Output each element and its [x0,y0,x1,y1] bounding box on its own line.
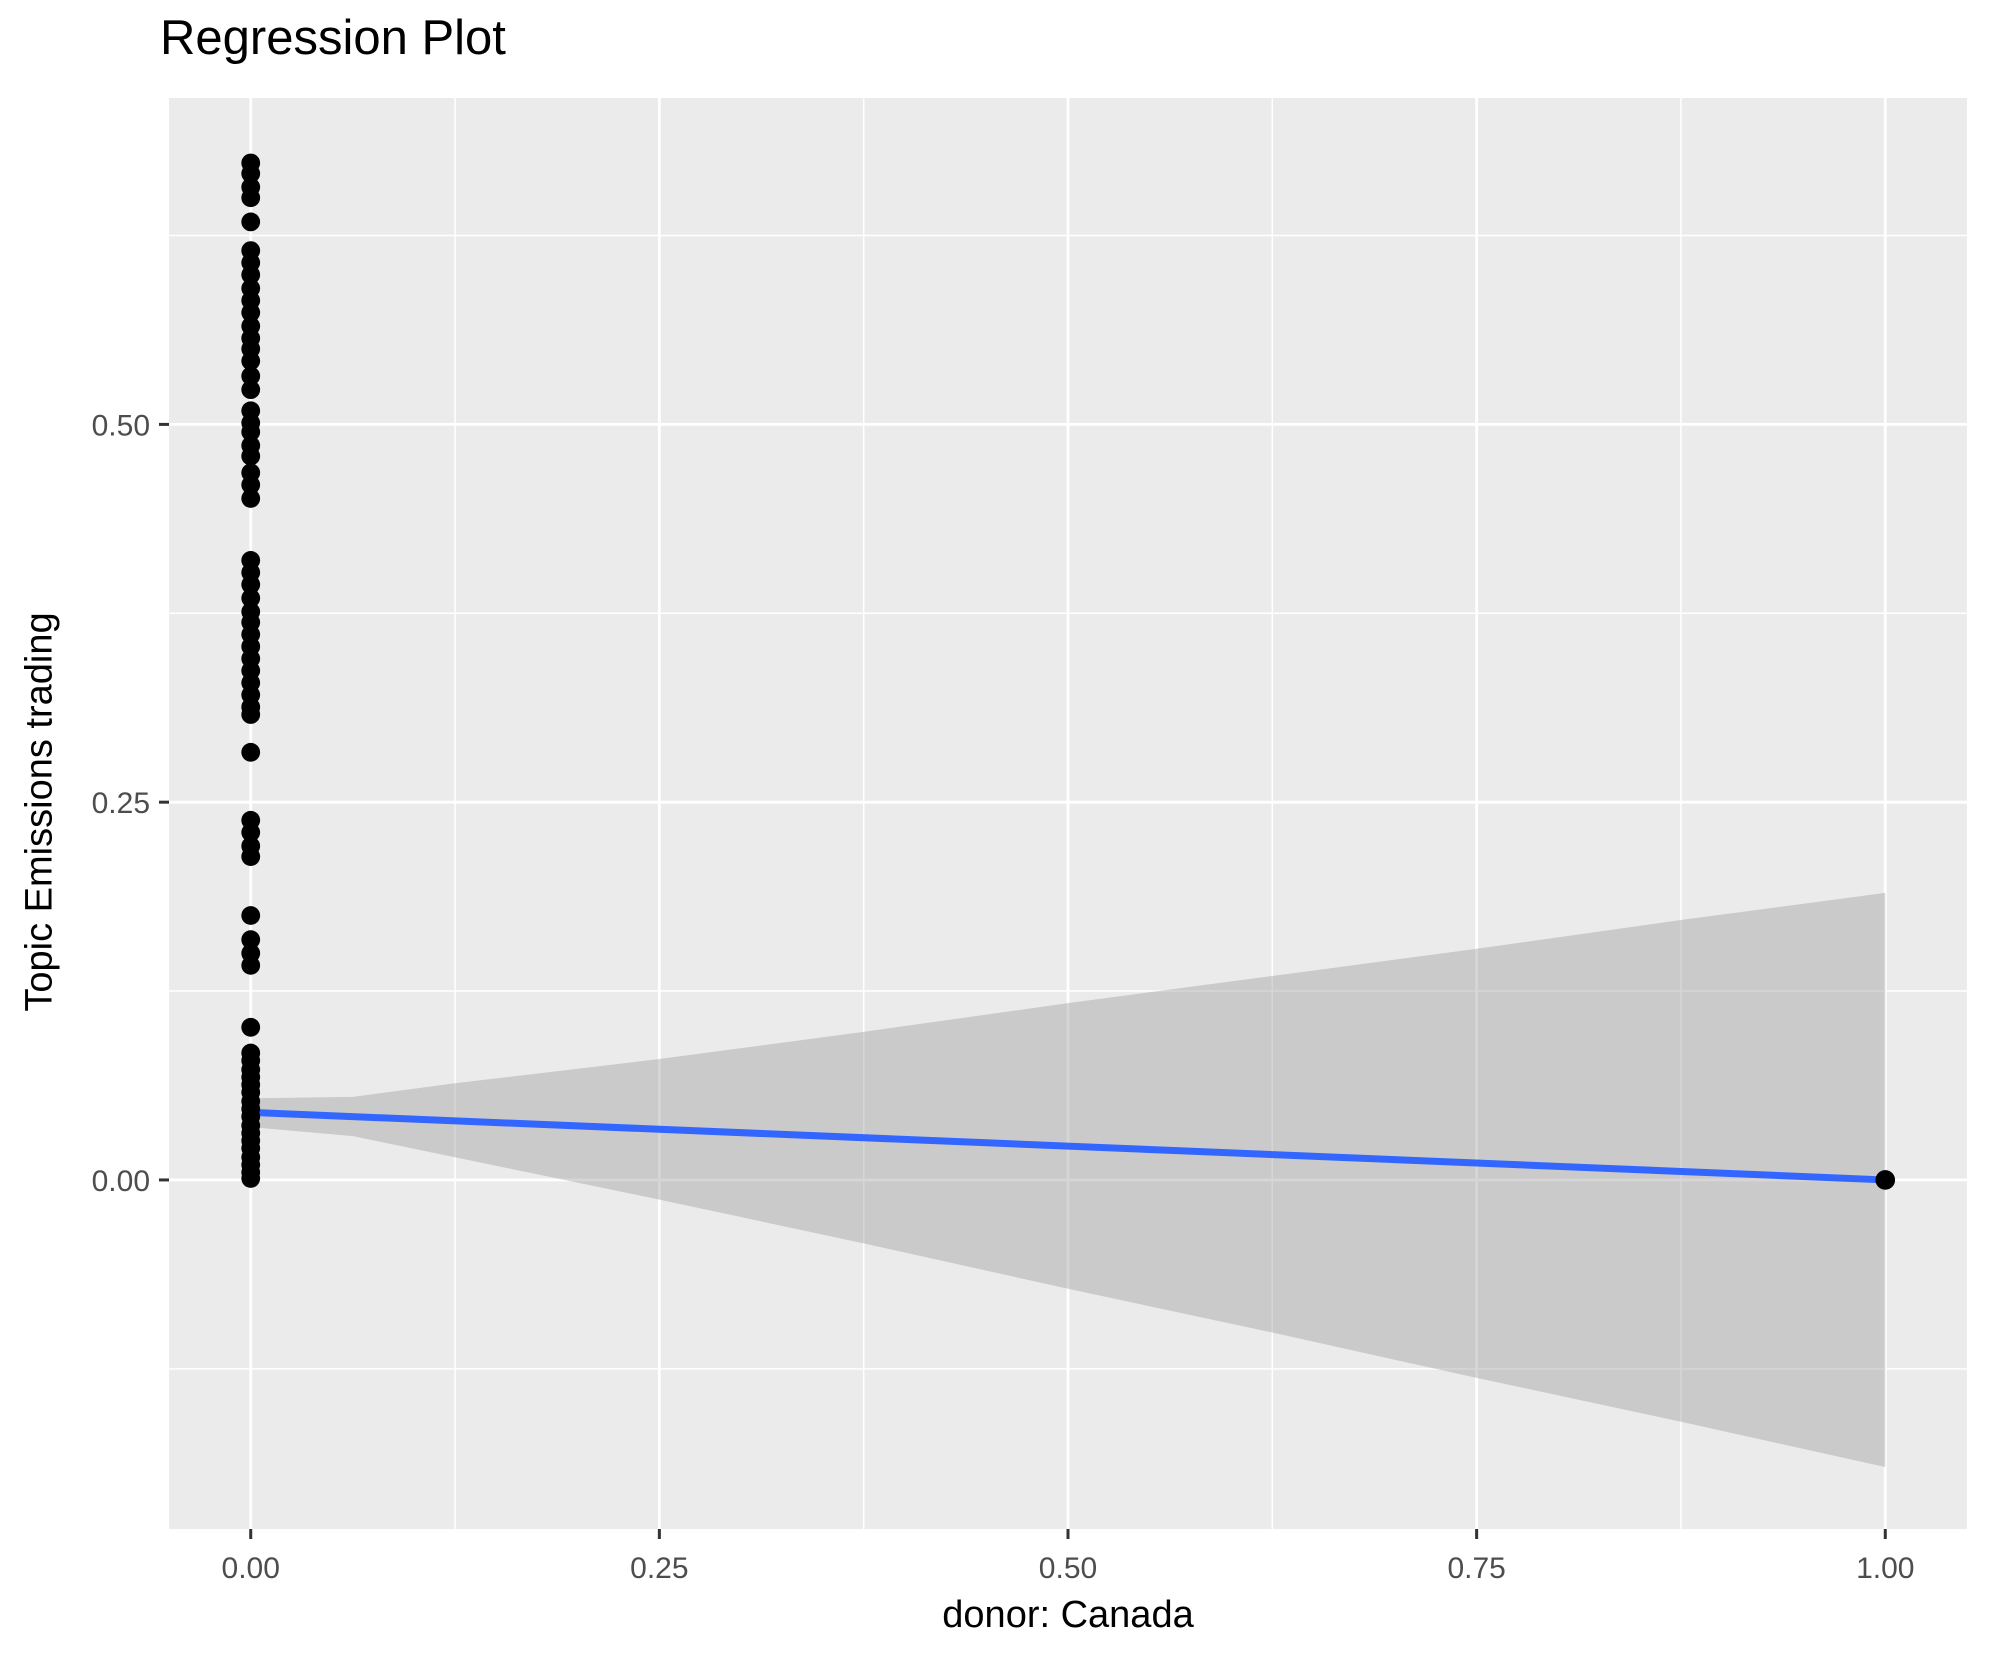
data-point [241,446,261,466]
data-point [241,1169,261,1188]
x-axis-title: donor: Canada [942,1594,1194,1636]
data-point [241,164,261,183]
data-point [1875,1170,1896,1190]
y-tick-label: 0.00 [92,1165,150,1198]
data-point [241,351,261,371]
data-point [241,742,261,762]
data-point [241,906,261,925]
x-tick-label: 0.25 [630,1552,688,1585]
data-point [241,955,261,975]
confidence-ribbon [250,892,1886,1468]
data-point [241,265,261,285]
regression-line [247,1108,1889,1184]
data-point [241,188,261,208]
x-tick-label: 0.50 [1039,1552,1097,1585]
data-point [241,1017,261,1037]
data-point [241,212,261,232]
y-tick-label: 0.25 [92,787,150,820]
data-point [241,366,261,386]
data-point [241,489,261,508]
data-point [241,588,261,608]
data-point [241,847,261,866]
x-tick-label: 0.00 [222,1552,280,1585]
data-point [241,380,261,400]
x-tick-label: 0.75 [1447,1552,1505,1585]
y-tick-label: 0.50 [92,409,150,442]
y-axis-title: Topic Emissions trading [18,612,61,1012]
x-tick-label: 1.00 [1856,1552,1914,1585]
data-point [241,475,261,495]
data-point [241,303,261,322]
data-point [241,575,261,594]
data-point [241,705,261,724]
data-point [241,822,261,842]
data-point [241,422,261,442]
data-point [241,930,261,950]
plot-title: Regression Plot [160,11,506,65]
